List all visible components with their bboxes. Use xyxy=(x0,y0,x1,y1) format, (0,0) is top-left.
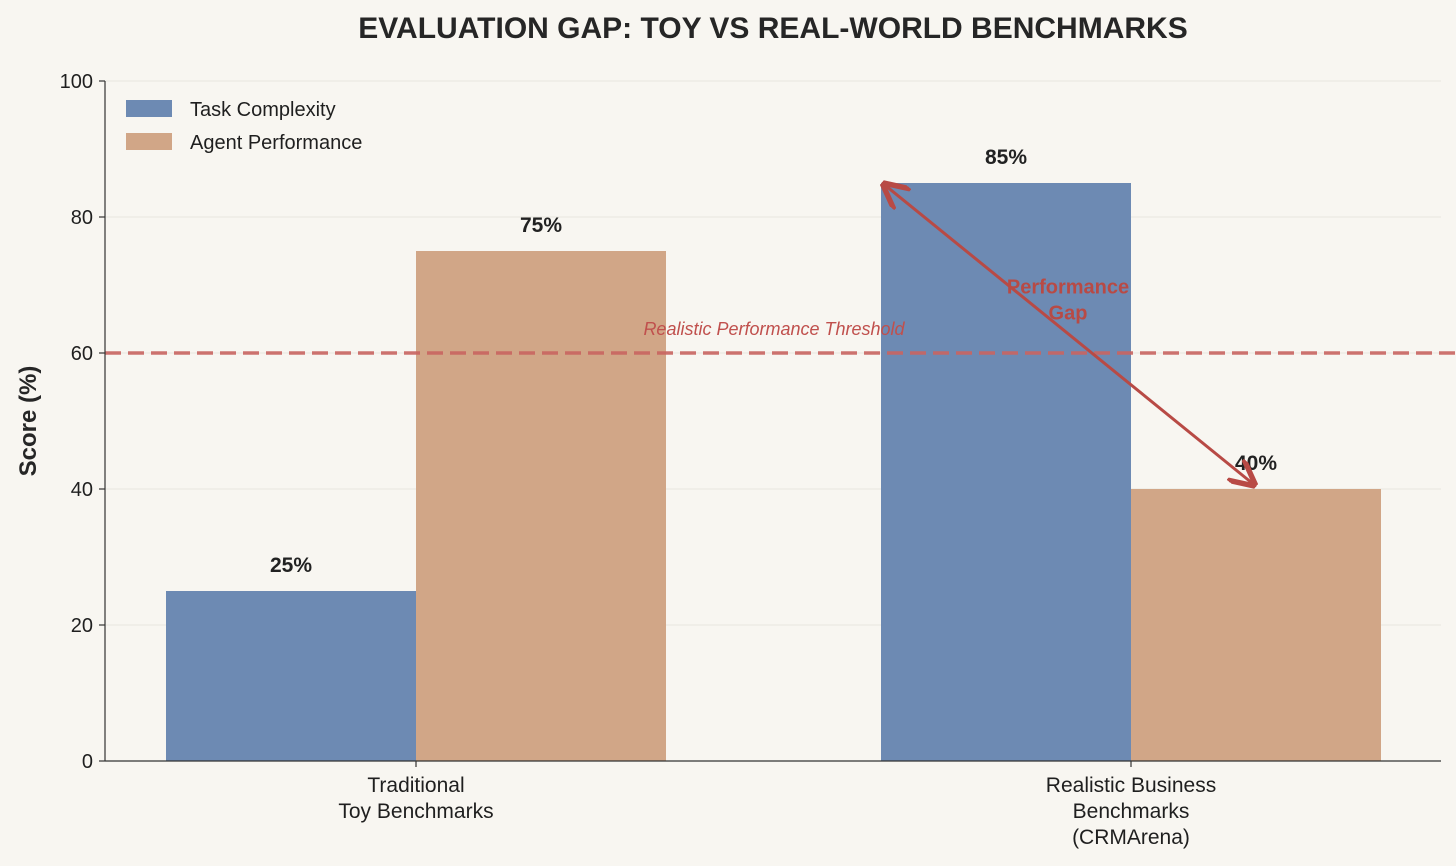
bar-task-complexity xyxy=(166,591,416,761)
bar-task-complexity xyxy=(881,183,1131,761)
y-tick-label: 80 xyxy=(71,207,93,229)
y-tick-label: 0 xyxy=(82,751,93,773)
threshold: Realistic Performance Threshold xyxy=(105,319,1456,355)
legend-swatch xyxy=(126,100,172,117)
data-label: 40% xyxy=(1235,452,1277,475)
gap-arrow xyxy=(886,186,1252,483)
chart-title: EVALUATION GAP: TOY VS REAL-WORLD BENCHM… xyxy=(358,12,1187,45)
x-tick-label: Traditional xyxy=(367,774,464,797)
legend-label: Agent Performance xyxy=(190,132,362,154)
y-tick-label: 60 xyxy=(71,343,93,365)
x-tick-label: Toy Benchmarks xyxy=(338,800,493,823)
x-tick-label: Realistic Business xyxy=(1046,774,1216,797)
legend: Task Complexity Agent Performance xyxy=(126,99,362,154)
bar-agent-performance xyxy=(1131,489,1381,761)
data-label: 75% xyxy=(520,214,562,237)
legend-swatch xyxy=(126,133,172,150)
data-label: 85% xyxy=(985,146,1027,169)
y-tick-label: 20 xyxy=(71,615,93,637)
legend-label: Task Complexity xyxy=(190,99,336,121)
axes: 0 20 40 60 80 100 Traditional Toy Benchmarks Rea… xyxy=(60,71,1441,849)
gap-annotation: Performance Gap xyxy=(886,186,1252,483)
x-tick-label: Benchmarks xyxy=(1073,800,1190,823)
threshold-label: Realistic Performance Threshold xyxy=(643,319,905,339)
gap-label: Gap xyxy=(1049,303,1088,325)
gap-label: Performance xyxy=(1007,277,1129,299)
bar-agent-performance xyxy=(416,251,666,761)
y-axis-label: Score (%) xyxy=(15,366,42,477)
y-tick-label: 100 xyxy=(60,71,93,93)
data-label: 25% xyxy=(270,554,312,577)
bars xyxy=(166,183,1381,761)
x-tick-label: (CRMArena) xyxy=(1072,826,1190,849)
y-tick-label: 40 xyxy=(71,479,93,501)
